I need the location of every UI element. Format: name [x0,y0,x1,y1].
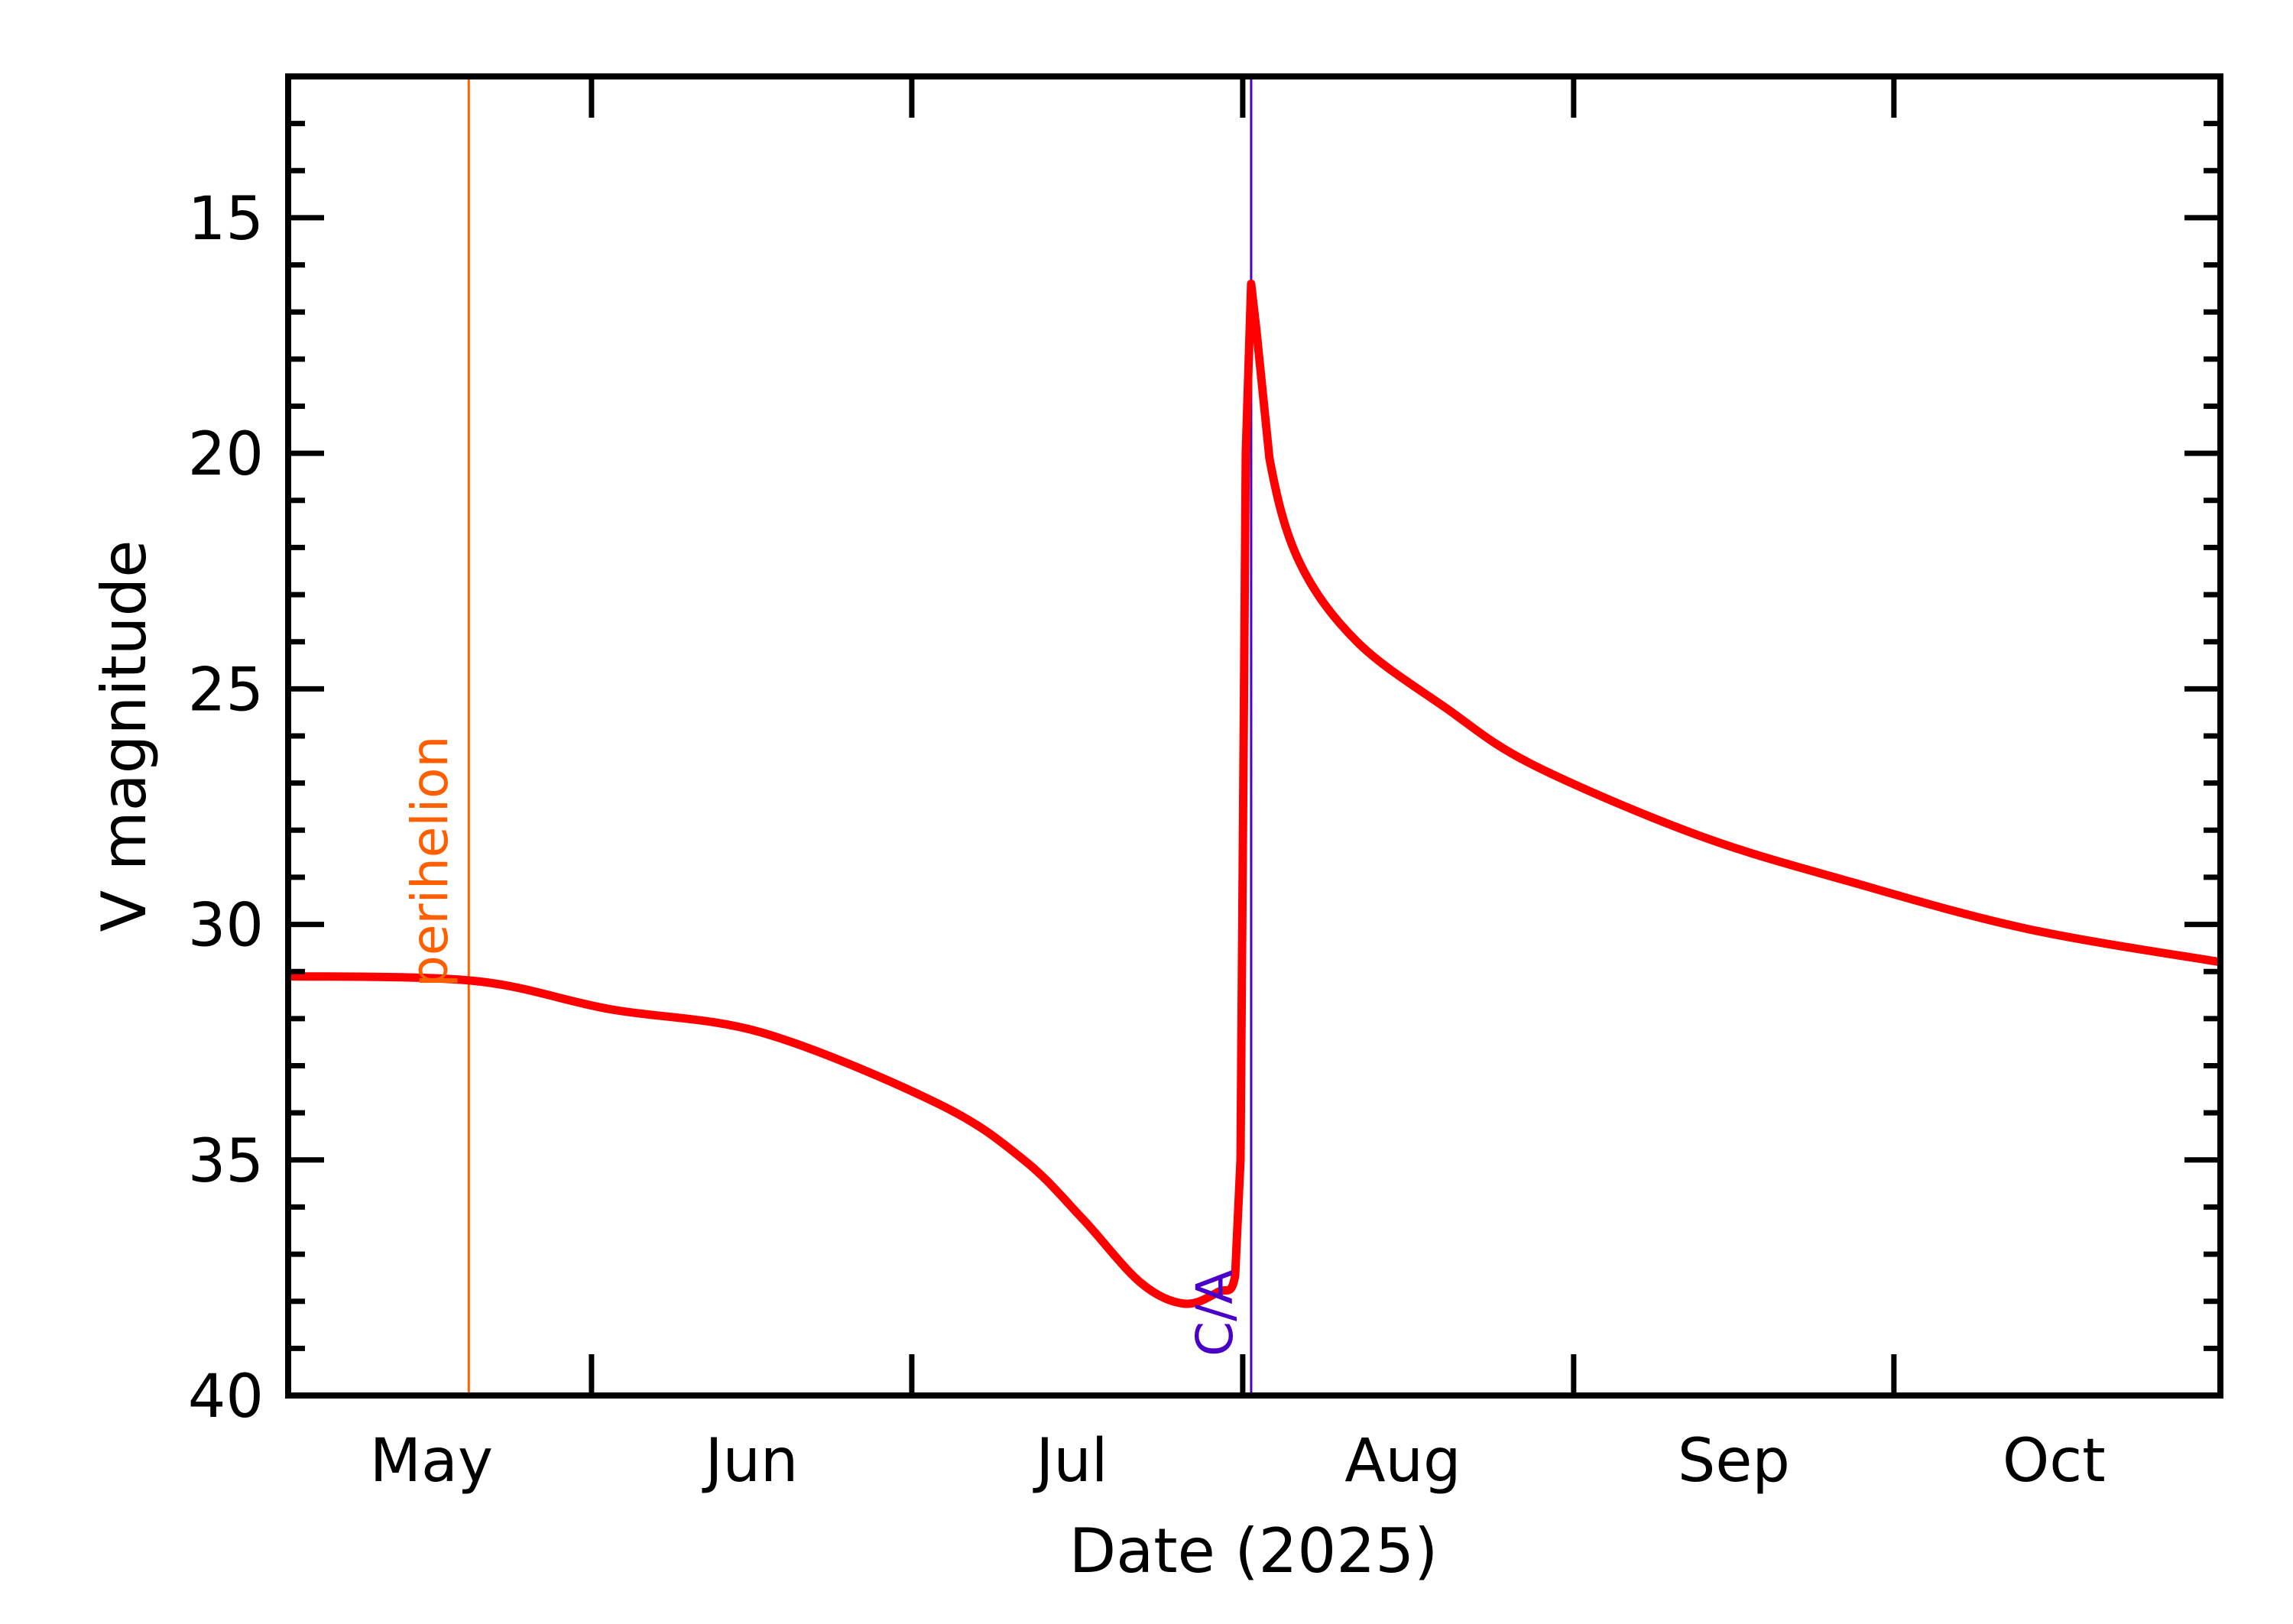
y-tick-labels: 15 20 25 30 35 40 [188,185,264,1431]
magnitude-curve [287,279,2221,1308]
y-tick-label: 35 [188,1127,264,1196]
y-axis-title: V magnitude [89,540,160,932]
x-tick-labels: May Jun Jul Aug Sep Oct [370,1427,2106,1496]
x-tick-label: Jul [1032,1427,1108,1496]
data-series [287,279,2221,1308]
y-tick-label: 20 [188,420,264,489]
plot-frame [285,73,2223,1399]
x-tick-label: Oct [2003,1427,2106,1496]
perihelion-label: perihelion [401,736,459,987]
x-tick-label: Jun [701,1427,798,1496]
y-tick-label: 25 [188,656,264,724]
x-tick-label: May [370,1427,493,1496]
x-axis-title: Date (2025) [1069,1515,1438,1587]
x-tick-label: Sep [1678,1427,1790,1496]
x-tick-label: Aug [1344,1427,1461,1496]
y-tick-label: 30 [188,892,264,961]
y-tick-label: 15 [188,185,264,254]
close-approach-label: C/A [1185,1270,1244,1357]
y-tick-label: 40 [188,1363,264,1431]
